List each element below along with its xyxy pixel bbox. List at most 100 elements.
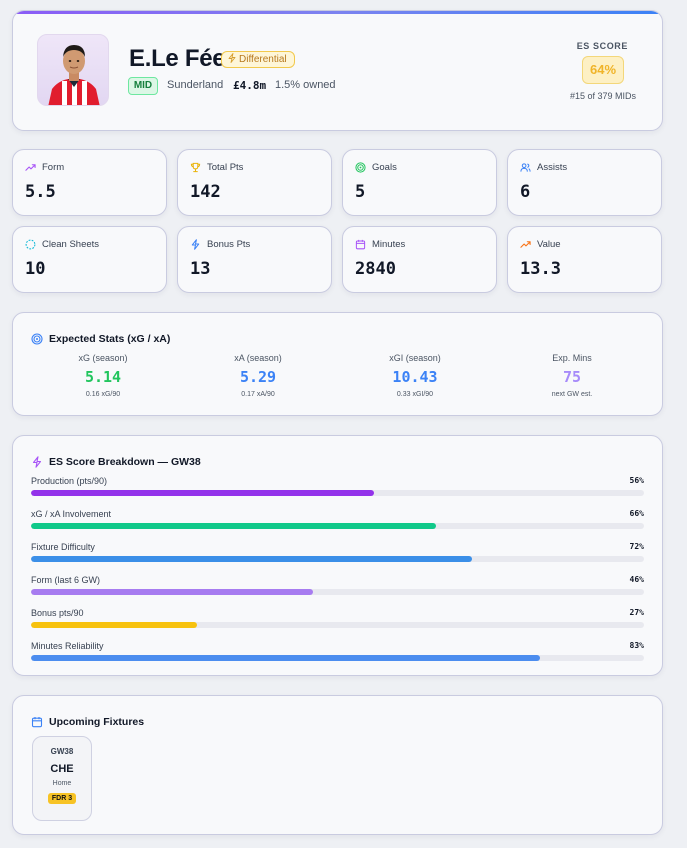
xa-label: xA (season) bbox=[234, 353, 282, 363]
breakdown-bar-track bbox=[31, 622, 644, 628]
breakdown-row: Fixture Difficulty 72% bbox=[31, 542, 644, 562]
fixture-opponent: CHE bbox=[50, 763, 74, 775]
stat-tile-total-pts: Total Pts 142 bbox=[177, 149, 332, 216]
es-score-label: ES SCORE bbox=[576, 41, 628, 51]
stat-tile-bonus-pts: Bonus Pts 13 bbox=[177, 226, 332, 293]
stat-label: Form bbox=[42, 162, 65, 173]
stat-value: 2840 bbox=[355, 259, 396, 279]
stat-tile-minutes: Minutes 2840 bbox=[342, 226, 497, 293]
stat-value: 142 bbox=[190, 182, 221, 202]
breakdown-percent: 27% bbox=[629, 608, 644, 617]
es-breakdown-card: ES Score Breakdown — GW38 Production (pt… bbox=[12, 435, 663, 676]
breakdown-row: Minutes Reliability 83% bbox=[31, 641, 644, 661]
stat-value: 6 bbox=[520, 182, 531, 202]
breakdown-label: Bonus pts/90 bbox=[31, 608, 84, 618]
breakdown-label: Production (pts/90) bbox=[31, 476, 108, 486]
stat-label: Goals bbox=[372, 162, 397, 173]
breakdown-bar-track bbox=[31, 523, 644, 529]
differential-badge-label: Differential bbox=[239, 54, 287, 65]
trophy-icon bbox=[190, 162, 201, 173]
player-avatar bbox=[37, 34, 109, 106]
calendar-icon bbox=[31, 717, 43, 728]
breakdown-bar-fill bbox=[31, 655, 540, 661]
zap-icon bbox=[228, 53, 236, 63]
club-name: Sunderland bbox=[167, 79, 224, 91]
stat-tile-form: Form 5.5 bbox=[12, 149, 167, 216]
es-score-value: 64% bbox=[582, 56, 624, 84]
trend-up-icon bbox=[520, 241, 531, 248]
trend-up-icon bbox=[25, 164, 36, 171]
stat-tile-value: Value 13.3 bbox=[507, 226, 662, 293]
stat-label: Value bbox=[537, 239, 561, 250]
breakdown-percent: 56% bbox=[629, 476, 644, 485]
stat-value: 13.3 bbox=[520, 259, 561, 279]
stat-label: Total Pts bbox=[207, 162, 244, 173]
stat-tile-goals: Goals 5 bbox=[342, 149, 497, 216]
breakdown-bar-track bbox=[31, 556, 644, 562]
stat-tile-assists: Assists 6 bbox=[507, 149, 662, 216]
breakdown-row: Bonus pts/90 27% bbox=[31, 608, 644, 628]
breakdown-bar-fill bbox=[31, 622, 197, 628]
xgi-value: 10.43 bbox=[392, 368, 438, 386]
breakdown-percent: 46% bbox=[629, 575, 644, 584]
breakdown-percent: 66% bbox=[629, 509, 644, 518]
breakdown-bar-fill bbox=[31, 556, 473, 562]
fixture-difficulty-badge: FDR 3 bbox=[47, 793, 77, 804]
stat-value: 5 bbox=[355, 182, 366, 202]
fixture-card[interactable]: GW38 CHE Home FDR 3 bbox=[32, 736, 92, 821]
exp-mins-note: next GW est. bbox=[551, 391, 593, 398]
breakdown-row: Form (last 6 GW) 46% bbox=[31, 575, 644, 595]
calendar-icon bbox=[355, 239, 366, 250]
player-header-card: E.Le Fée Differential MID Sunderland £4.… bbox=[12, 10, 663, 131]
xgi-column: xGI (season) 10.43 0.33 xGI/90 bbox=[355, 353, 475, 398]
target-icon bbox=[355, 162, 366, 173]
stat-label: Clean Sheets bbox=[42, 239, 100, 250]
header-accent-bar bbox=[13, 11, 662, 14]
xg-label: xG (season) bbox=[78, 353, 128, 363]
fixture-gameweek: GW38 bbox=[50, 747, 74, 756]
ownership: 1.5% owned bbox=[275, 79, 336, 91]
breakdown-bar-fill bbox=[31, 589, 313, 595]
expected-stats-card: Expected Stats (xG / xA) xG (season) 5.1… bbox=[12, 312, 663, 416]
stat-label: Bonus Pts bbox=[207, 239, 251, 250]
breakdown-label: Fixture Difficulty bbox=[31, 542, 95, 552]
xa-column: xA (season) 5.29 0.17 xA/90 bbox=[198, 353, 318, 398]
breakdown-label: Minutes Reliability bbox=[31, 641, 104, 651]
xg-value: 5.14 bbox=[84, 368, 122, 386]
es-score-rank: #15 of 379 MIDs bbox=[569, 91, 636, 101]
xgi-label: xGI (season) bbox=[389, 353, 441, 363]
breakdown-bar-fill bbox=[31, 490, 375, 496]
stat-value: 10 bbox=[25, 259, 46, 279]
breakdown-row: xG / xA Involvement 66% bbox=[31, 509, 644, 529]
stat-value: 13 bbox=[190, 259, 211, 279]
stat-tile-clean-sheets: Clean Sheets 10 bbox=[12, 226, 167, 293]
es-breakdown-title: ES Score Breakdown — GW38 bbox=[49, 456, 201, 468]
xg-per90: 0.16 xG/90 bbox=[85, 391, 121, 398]
breakdown-bar-fill bbox=[31, 523, 436, 529]
zap-icon bbox=[32, 456, 42, 468]
xa-value: 5.29 bbox=[239, 368, 277, 386]
player-name: E.Le Fée bbox=[129, 45, 226, 72]
breakdown-row: Production (pts/90) 56% bbox=[31, 476, 644, 496]
breakdown-label: xG / xA Involvement bbox=[31, 509, 112, 519]
stat-value: 5.5 bbox=[25, 182, 56, 202]
zap-icon bbox=[191, 239, 200, 250]
fixtures-title: Upcoming Fixtures bbox=[49, 716, 145, 728]
xg-column: xG (season) 5.14 0.16 xG/90 bbox=[43, 353, 163, 398]
exp-mins-value: 75 bbox=[562, 368, 582, 386]
differential-badge: Differential bbox=[221, 51, 295, 68]
exp-mins-label: Exp. Mins bbox=[552, 353, 592, 363]
breakdown-percent: 72% bbox=[629, 542, 644, 551]
fixture-venue: Home bbox=[52, 780, 72, 787]
xgi-per90: 0.33 xGI/90 bbox=[396, 391, 434, 398]
users-icon bbox=[520, 163, 531, 172]
xa-per90: 0.17 xA/90 bbox=[241, 391, 275, 398]
shield-icon bbox=[25, 239, 36, 250]
breakdown-bar-track bbox=[31, 589, 644, 595]
stat-label: Minutes bbox=[372, 239, 406, 250]
breakdown-percent: 83% bbox=[629, 641, 644, 650]
position-badge: MID bbox=[128, 77, 158, 95]
breakdown-bar-track bbox=[31, 655, 644, 661]
player-price: £4.8m bbox=[233, 79, 267, 92]
exp-mins-column: Exp. Mins 75 next GW est. bbox=[512, 353, 632, 398]
